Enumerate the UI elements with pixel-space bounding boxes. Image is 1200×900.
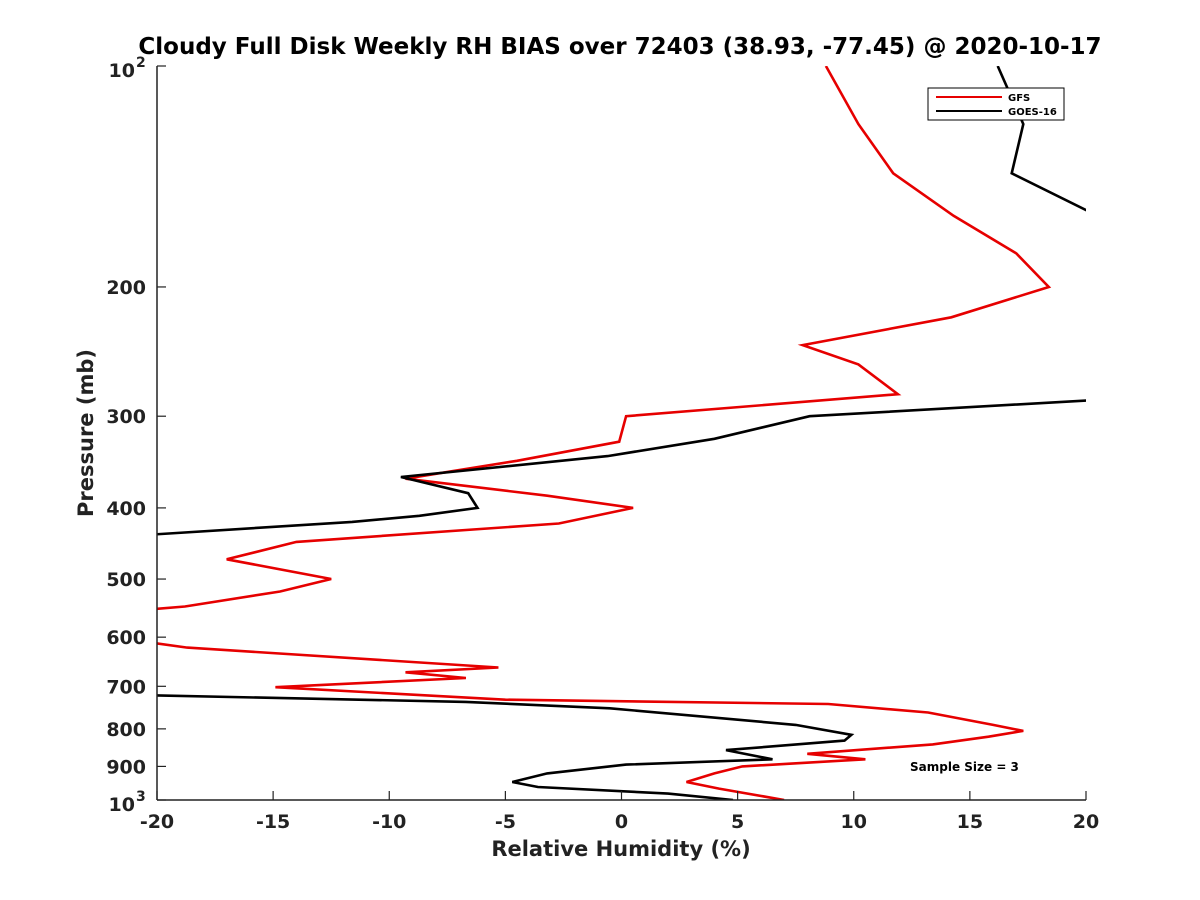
legend-label-gfs: GFS xyxy=(1008,93,1030,104)
series-layer xyxy=(157,66,1086,800)
y-tick-label-exponent: 3 xyxy=(136,789,146,805)
y-tick-label: 600 xyxy=(106,627,146,649)
legend-box xyxy=(927,87,1065,121)
y-tick-label: 200 xyxy=(106,277,146,299)
y-tick-label: 800 xyxy=(106,719,146,741)
x-tick-label: -20 xyxy=(140,811,174,833)
y-tick-label: 400 xyxy=(106,498,146,520)
y-tick-label: 500 xyxy=(106,569,146,591)
y-tick-label: 10 xyxy=(109,794,135,816)
y-tick-label-exponent: 2 xyxy=(136,55,146,71)
y-tick-label: 700 xyxy=(106,676,146,698)
sample-size-annotation: Sample Size = 3 xyxy=(910,760,1019,774)
y-tick-label: 300 xyxy=(106,406,146,428)
series-line-gfs xyxy=(157,66,1052,800)
x-tick-label: 10 xyxy=(841,811,867,833)
legend-label-goes16: GOES-16 xyxy=(1008,107,1057,118)
x-axis-ticks: -20 -15 -10 -5 0 5 10 15 20 xyxy=(140,791,1099,833)
x-tick-label: 5 xyxy=(731,811,744,833)
y-tick-label: 10 xyxy=(109,60,135,82)
y-axis-label: Pressure (mb) xyxy=(74,349,98,517)
x-tick-label: -10 xyxy=(372,811,406,833)
x-tick-label: 0 xyxy=(615,811,628,833)
x-tick-label: -15 xyxy=(256,811,290,833)
y-tick-label: 900 xyxy=(106,756,146,778)
x-tick-label: 20 xyxy=(1073,811,1099,833)
x-axis-label: Relative Humidity (%) xyxy=(491,837,750,861)
legend: GFS GOES-16 xyxy=(927,87,1065,121)
x-tick-label: -5 xyxy=(495,811,516,833)
chart-title: Cloudy Full Disk Weekly RH BIAS over 724… xyxy=(138,34,1101,60)
series-line-goes-16 xyxy=(157,66,1086,800)
x-tick-label: 15 xyxy=(957,811,983,833)
